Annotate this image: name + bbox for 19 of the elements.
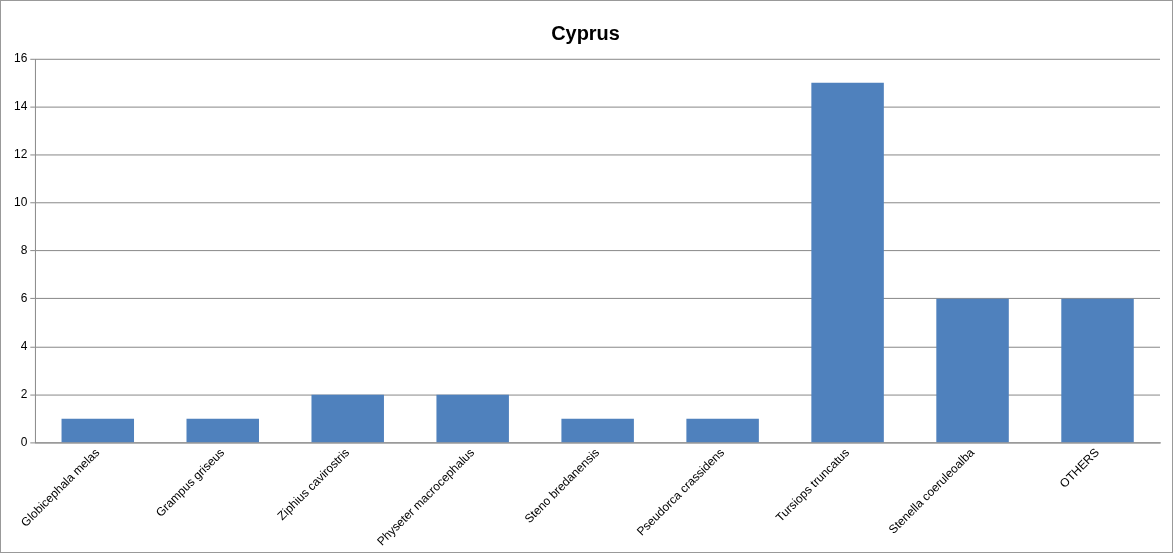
y-tick-label: 14 — [13, 99, 28, 114]
bar — [61, 418, 135, 443]
bar — [186, 418, 259, 443]
chart-title: Cyprus — [551, 22, 620, 45]
bar — [311, 394, 384, 443]
y-tick-label: 2 — [20, 387, 28, 402]
y-tick-label: 6 — [20, 291, 28, 306]
bar — [436, 394, 509, 443]
bar — [811, 82, 884, 443]
y-tick-label: 4 — [20, 339, 28, 354]
bar — [561, 418, 634, 443]
y-tick-label: 12 — [13, 147, 28, 162]
y-tick-label: 0 — [20, 435, 28, 450]
y-tick-label: 16 — [13, 51, 28, 66]
bar — [686, 418, 759, 443]
bar — [1061, 298, 1134, 443]
y-tick-label: 10 — [13, 195, 28, 210]
y-tick-label: 8 — [20, 243, 28, 258]
bar — [936, 298, 1009, 443]
